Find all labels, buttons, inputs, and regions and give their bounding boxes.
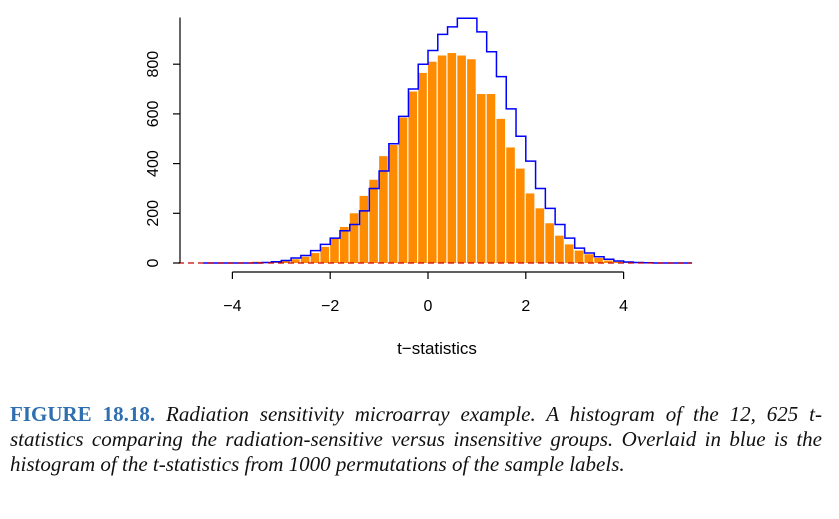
histogram-bar: [448, 53, 457, 263]
histogram-bar: [311, 253, 320, 263]
histogram-bar: [516, 169, 525, 263]
histogram-chart: 0 200 400 600 800 −4 −2 0 2 4 t−statistics: [0, 0, 839, 390]
histogram-bar: [565, 244, 574, 263]
histogram-bar: [477, 94, 486, 263]
histogram-bar: [428, 62, 437, 263]
y-tick-label: 0: [145, 258, 162, 267]
histogram-bars: [252, 53, 642, 263]
x-tick-label: 4: [619, 298, 628, 315]
histogram-bar: [389, 145, 398, 263]
y-tick-label: 200: [145, 200, 162, 227]
x-tick-label: 0: [424, 298, 433, 315]
y-tick-label: 800: [145, 51, 162, 78]
histogram-bar: [457, 56, 466, 263]
histogram-bar: [487, 94, 496, 263]
histogram-bar: [555, 236, 564, 263]
x-axis-label: t−statistics: [397, 339, 477, 358]
histogram-bar: [301, 257, 310, 263]
x-tick-label: −2: [321, 298, 339, 315]
histogram-bar: [536, 208, 545, 263]
histogram-bar: [526, 193, 535, 263]
histogram-bar: [506, 147, 515, 263]
histogram-bar: [545, 223, 554, 263]
histogram-bar: [330, 238, 339, 263]
y-tick-label: 600: [145, 100, 162, 127]
histogram-bar: [408, 92, 417, 263]
histogram-bar: [350, 213, 359, 263]
histogram-bar: [496, 119, 505, 263]
figure-caption: FIGURE 18.18. Radiation sensitivity micr…: [10, 402, 822, 477]
histogram-bar: [340, 227, 349, 263]
y-axis: 0 200 400 600 800: [145, 17, 180, 267]
x-tick-label: −4: [223, 298, 241, 315]
histogram-bar: [399, 118, 408, 263]
histogram-bar: [438, 56, 447, 263]
x-tick-label: 2: [521, 298, 530, 315]
histogram-bar: [320, 247, 329, 263]
histogram-bar: [575, 251, 584, 263]
histogram-bar: [594, 258, 603, 263]
histogram-bar: [418, 73, 427, 263]
histogram-bar: [360, 196, 369, 263]
histogram-bar: [369, 180, 378, 263]
y-tick-label: 400: [145, 150, 162, 177]
figure-label: FIGURE 18.18.: [10, 402, 155, 426]
x-axis: −4 −2 0 2 4: [223, 272, 628, 315]
histogram-bar: [467, 59, 476, 263]
histogram-bar: [379, 156, 388, 263]
chart-svg: 0 200 400 600 800 −4 −2 0 2 4 t−statistics: [0, 0, 839, 390]
histogram-bar: [584, 254, 593, 263]
